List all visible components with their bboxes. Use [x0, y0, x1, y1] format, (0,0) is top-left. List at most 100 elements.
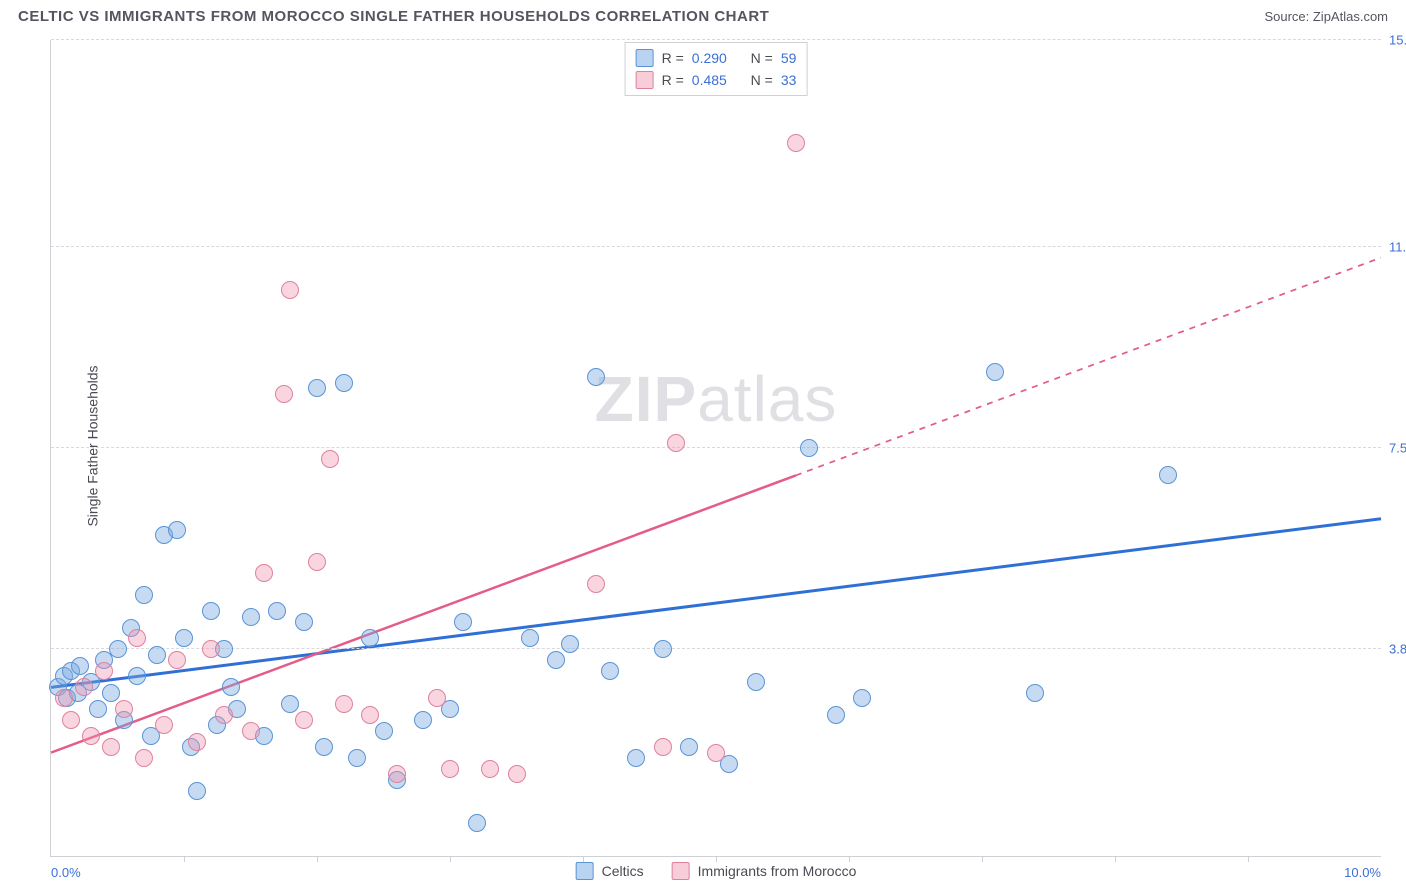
y-tick-label: 7.5%	[1389, 441, 1406, 456]
scatter-point	[308, 553, 326, 571]
legend-item-blue: Celtics	[576, 862, 644, 880]
scatter-point	[102, 684, 120, 702]
scatter-point	[521, 629, 539, 647]
scatter-point	[1159, 466, 1177, 484]
scatter-point	[128, 629, 146, 647]
scatter-point	[1026, 684, 1044, 702]
scatter-point	[627, 749, 645, 767]
scatter-point	[275, 385, 293, 403]
scatter-point	[242, 722, 260, 740]
scatter-point	[827, 706, 845, 724]
x-tick	[1248, 856, 1249, 862]
scatter-point	[295, 613, 313, 631]
scatter-point	[414, 711, 432, 729]
scatter-point	[168, 651, 186, 669]
scatter-point	[148, 646, 166, 664]
legend-label-blue: Celtics	[602, 863, 644, 879]
swatch-blue-icon	[576, 862, 594, 880]
chart-title: CELTIC VS IMMIGRANTS FROM MOROCCO SINGLE…	[18, 8, 769, 25]
scatter-point	[375, 722, 393, 740]
scatter-point	[222, 678, 240, 696]
scatter-point	[667, 434, 685, 452]
scatter-point	[348, 749, 366, 767]
x-tick	[1115, 856, 1116, 862]
scatter-point	[102, 738, 120, 756]
scatter-point	[281, 695, 299, 713]
x-tick	[317, 856, 318, 862]
scatter-point	[95, 662, 113, 680]
scatter-point	[135, 749, 153, 767]
scatter-point	[175, 629, 193, 647]
scatter-point	[361, 706, 379, 724]
scatter-point	[62, 711, 80, 729]
scatter-point	[335, 695, 353, 713]
x-tick	[184, 856, 185, 862]
scatter-point	[468, 814, 486, 832]
gridline	[51, 648, 1381, 649]
scatter-point	[654, 738, 672, 756]
scatter-point	[82, 727, 100, 745]
x-tick	[982, 856, 983, 862]
x-tick	[450, 856, 451, 862]
scatter-point	[428, 689, 446, 707]
scatter-point	[707, 744, 725, 762]
scatter-point	[587, 575, 605, 593]
chart-plot-area: ZIPatlas R = 0.290 N = 59 R = 0.485 N = …	[50, 40, 1381, 857]
y-tick-label: 3.8%	[1389, 642, 1406, 657]
scatter-point	[71, 657, 89, 675]
scatter-point	[268, 602, 286, 620]
scatter-point	[128, 667, 146, 685]
scatter-point	[308, 379, 326, 397]
legend-label-pink: Immigrants from Morocco	[698, 863, 857, 879]
scatter-point	[188, 782, 206, 800]
scatter-point	[853, 689, 871, 707]
scatter-point	[587, 368, 605, 386]
scatter-point	[787, 134, 805, 152]
scatter-point	[188, 733, 206, 751]
scatter-point	[321, 450, 339, 468]
scatter-point	[601, 662, 619, 680]
scatter-point	[155, 716, 173, 734]
scatter-point	[654, 640, 672, 658]
scatter-point	[454, 613, 472, 631]
trendline-dashed	[796, 258, 1381, 476]
swatch-pink-icon	[672, 862, 690, 880]
trendline-solid	[51, 519, 1381, 688]
scatter-point	[295, 711, 313, 729]
scatter-point	[75, 678, 93, 696]
source-label: Source: ZipAtlas.com	[1264, 9, 1388, 24]
x-tick-label: 0.0%	[51, 865, 81, 880]
scatter-point	[547, 651, 565, 669]
x-tick	[716, 856, 717, 862]
x-tick-label: 10.0%	[1344, 865, 1381, 880]
legend-item-pink: Immigrants from Morocco	[672, 862, 857, 880]
scatter-point	[109, 640, 127, 658]
scatter-point	[115, 700, 133, 718]
scatter-point	[561, 635, 579, 653]
gridline	[51, 246, 1381, 247]
gridline	[51, 447, 1381, 448]
scatter-point	[441, 760, 459, 778]
scatter-point	[281, 281, 299, 299]
y-tick-label: 15.0%	[1389, 33, 1406, 48]
series-legend: Celtics Immigrants from Morocco	[576, 862, 857, 880]
x-tick	[583, 856, 584, 862]
scatter-point	[215, 706, 233, 724]
scatter-point	[388, 765, 406, 783]
scatter-point	[481, 760, 499, 778]
scatter-point	[202, 602, 220, 620]
gridline	[51, 39, 1381, 40]
scatter-point	[135, 586, 153, 604]
scatter-point	[680, 738, 698, 756]
scatter-point	[335, 374, 353, 392]
scatter-point	[986, 363, 1004, 381]
scatter-point	[89, 700, 107, 718]
x-tick	[849, 856, 850, 862]
scatter-point	[800, 439, 818, 457]
scatter-point	[202, 640, 220, 658]
scatter-point	[315, 738, 333, 756]
y-tick-label: 11.2%	[1389, 239, 1406, 254]
scatter-point	[55, 689, 73, 707]
scatter-point	[242, 608, 260, 626]
scatter-point	[508, 765, 526, 783]
